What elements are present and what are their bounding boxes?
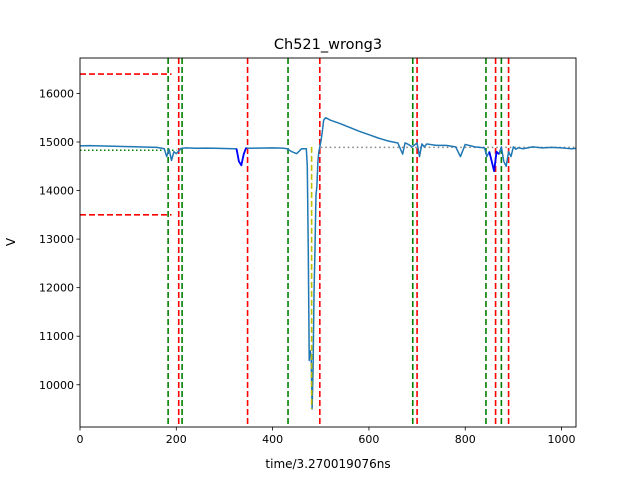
x-tick-label: 0 [77, 433, 84, 446]
y-tick-label: 13000 [39, 233, 74, 246]
y-tick-label: 15000 [39, 136, 74, 149]
y-tick-label: 14000 [39, 185, 74, 198]
highlight-segment [235, 147, 247, 167]
axes-frame [79, 57, 577, 428]
highlight-segment [488, 150, 500, 173]
x-tick-label: 200 [166, 433, 187, 446]
y-tick-label: 12000 [39, 282, 74, 295]
x-tick-label: 600 [358, 433, 379, 446]
chart-title: Ch521_wrong3 [274, 37, 382, 53]
axis-ticks: 0 200 400 600 800 1000 10000 11000 12000 13000 140… [39, 87, 576, 446]
x-axis-label: time/3.270019076ns [265, 457, 390, 471]
y-tick-label: 10000 [39, 379, 74, 392]
plot-area [80, 58, 576, 427]
y-tick-label: 11000 [39, 330, 74, 343]
x-tick-label: 1000 [548, 433, 576, 446]
y-axis-label: V [4, 237, 18, 246]
y-tick-label: 16000 [39, 87, 74, 100]
x-tick-label: 800 [455, 433, 476, 446]
x-tick-label: 400 [262, 433, 283, 446]
